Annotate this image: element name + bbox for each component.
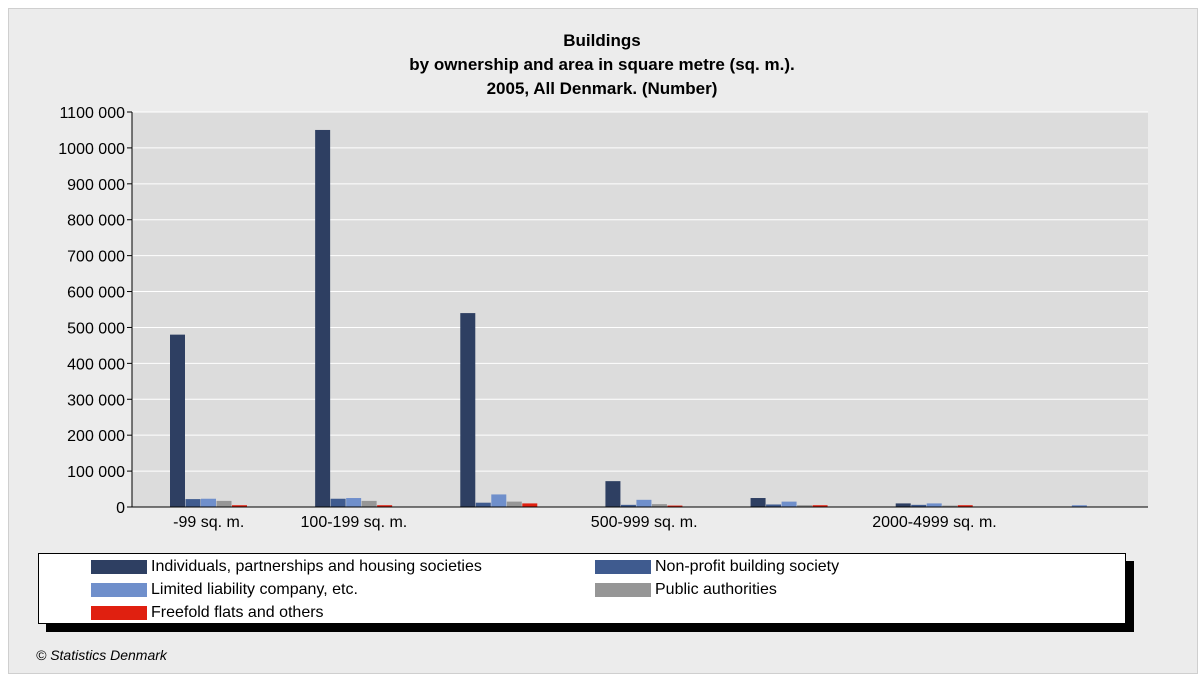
bar bbox=[506, 501, 522, 507]
legend-swatch-non-profit bbox=[595, 560, 651, 574]
legend: Individuals, partnerships and housing so… bbox=[38, 553, 1126, 624]
x-tick-label: 2000-4999 sq. m. bbox=[872, 514, 997, 531]
bar bbox=[185, 499, 201, 507]
y-tick-label: 900 000 bbox=[67, 177, 125, 194]
y-tick-label: 300 000 bbox=[67, 392, 125, 409]
legend-swatch-limited-liability bbox=[91, 583, 147, 597]
bar bbox=[766, 504, 782, 507]
legend-item-non-profit: Non-profit building society bbox=[595, 557, 839, 577]
chart-title: Buildings bbox=[563, 31, 641, 50]
bar bbox=[1071, 505, 1087, 507]
bar bbox=[216, 500, 232, 507]
bar bbox=[232, 505, 247, 507]
bar bbox=[377, 505, 393, 507]
y-tick-label: 700 000 bbox=[67, 249, 125, 266]
legend-item-individuals: Individuals, partnerships and housing so… bbox=[91, 557, 482, 577]
y-tick-label: 0 bbox=[116, 500, 125, 517]
bar bbox=[942, 505, 958, 507]
x-tick-label: 500-999 sq. m. bbox=[591, 514, 698, 531]
bar bbox=[475, 502, 491, 507]
bar bbox=[750, 498, 766, 507]
legend-label-non-profit: Non-profit building society bbox=[655, 558, 840, 575]
bar bbox=[636, 499, 652, 507]
bar bbox=[781, 501, 797, 507]
bar bbox=[651, 504, 667, 507]
legend-label-individuals: Individuals, partnerships and housing so… bbox=[151, 558, 482, 575]
bar bbox=[957, 505, 973, 507]
y-tick-label: 1000 000 bbox=[58, 141, 125, 158]
x-tick-label: -99 sq. m. bbox=[173, 514, 244, 531]
bar bbox=[170, 334, 185, 507]
y-tick-label: 400 000 bbox=[67, 356, 125, 373]
copyright-notice: © Statistics Denmark bbox=[36, 647, 167, 663]
chart-subtitle: by ownership and area in square metre (s… bbox=[409, 55, 795, 74]
bar bbox=[895, 503, 911, 507]
legend-label-limited-liability: Limited liability company, etc. bbox=[151, 581, 358, 598]
legend-swatch-freefold bbox=[91, 606, 147, 620]
legend-item-freefold: Freefold flats and others bbox=[91, 603, 324, 623]
bar bbox=[812, 505, 828, 507]
legend-item-public-authorities: Public authorities bbox=[595, 580, 777, 600]
y-tick-label: 500 000 bbox=[67, 320, 125, 337]
chart-subtitle-year: 2005, All Denmark. (Number) bbox=[486, 79, 718, 98]
bar bbox=[315, 129, 331, 508]
bar bbox=[201, 498, 216, 507]
legend-item-limited-liability: Limited liability company, etc. bbox=[91, 580, 358, 600]
legend-swatch-public-authorities bbox=[595, 583, 651, 597]
y-tick-label: 1100 000 bbox=[59, 105, 125, 122]
y-tick-label: 200 000 bbox=[67, 428, 125, 445]
bar bbox=[491, 494, 507, 507]
bar bbox=[460, 313, 476, 507]
bar bbox=[911, 504, 927, 507]
bar bbox=[926, 503, 942, 507]
x-tick-label: 100-199 sq. m. bbox=[301, 514, 408, 531]
legend-label-public-authorities: Public authorities bbox=[655, 581, 777, 598]
bar bbox=[361, 500, 377, 507]
legend-swatch-individuals bbox=[91, 560, 147, 574]
y-tick-label: 100 000 bbox=[67, 464, 125, 481]
legend-label-freefold: Freefold flats and others bbox=[151, 604, 324, 621]
y-tick-label: 800 000 bbox=[67, 213, 125, 230]
bar bbox=[346, 498, 362, 507]
bar bbox=[797, 505, 813, 507]
bar bbox=[522, 503, 538, 507]
bar bbox=[667, 505, 683, 507]
y-tick-label: 600 000 bbox=[67, 285, 125, 302]
plot-area bbox=[132, 112, 1148, 507]
bar bbox=[330, 498, 346, 507]
bar bbox=[605, 481, 621, 507]
bar bbox=[620, 504, 636, 507]
